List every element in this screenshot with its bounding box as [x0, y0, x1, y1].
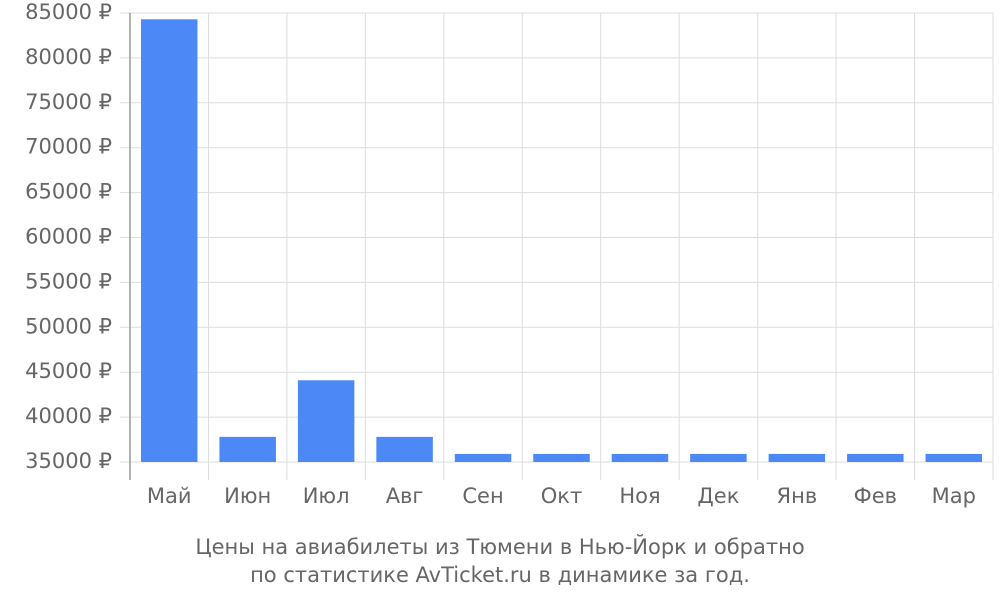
- y-tick-label: 40000 ₽: [25, 404, 112, 428]
- y-tick-label: 35000 ₽: [25, 449, 112, 473]
- bar: [611, 453, 669, 462]
- x-tick-label: Сен: [462, 484, 503, 508]
- x-tick-label: Дек: [697, 484, 739, 508]
- y-tick-label: 55000 ₽: [25, 269, 112, 293]
- x-tick-label: Июн: [224, 484, 271, 508]
- bar: [219, 436, 276, 462]
- y-tick-label: 80000 ₽: [25, 45, 112, 69]
- x-tick-label: Фев: [854, 484, 897, 508]
- bar: [376, 436, 433, 462]
- bar: [925, 453, 983, 462]
- x-tick-label: Май: [147, 484, 192, 508]
- bar: [140, 19, 198, 462]
- bar: [690, 453, 747, 462]
- x-tick-label: Ноя: [619, 484, 660, 508]
- x-tick-label: Янв: [777, 484, 818, 508]
- x-tick-label: Июл: [303, 484, 350, 508]
- x-tick-label: Окт: [541, 484, 582, 508]
- y-tick-label: 65000 ₽: [25, 180, 112, 204]
- chart-title: по статистике AvTicket.ru в динамике за …: [250, 563, 750, 587]
- y-tick-label: 60000 ₽: [25, 225, 112, 249]
- y-tick-label: 50000 ₽: [25, 314, 112, 338]
- x-tick-label: Авг: [386, 484, 424, 508]
- y-tick-label: 75000 ₽: [25, 90, 112, 114]
- y-tick-label: 70000 ₽: [25, 135, 112, 159]
- bar: [847, 453, 904, 462]
- y-tick-label: 45000 ₽: [25, 359, 112, 383]
- bar: [297, 380, 355, 462]
- bar: [768, 453, 826, 462]
- bar: [454, 453, 512, 462]
- y-tick-label: 85000 ₽: [25, 0, 112, 24]
- bar: [533, 453, 590, 462]
- x-tick-label: Мар: [932, 484, 976, 508]
- chart-title: Цены на авиабилеты из Тюмени в Нью-Йорк …: [195, 534, 804, 559]
